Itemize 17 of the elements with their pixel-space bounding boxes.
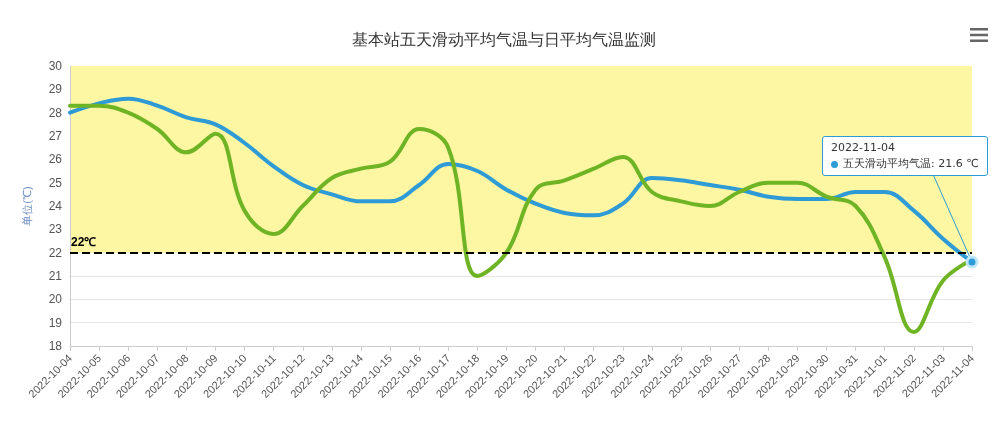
y-tick-label: 19 bbox=[48, 315, 63, 330]
y-tick-label: 21 bbox=[48, 269, 63, 283]
annotation: 2022-11-04 五天滑动平均气温: 21.6 ℃ bbox=[831, 140, 979, 172]
y-tick-label: 22 bbox=[48, 245, 63, 260]
y-tick-label: 27 bbox=[48, 129, 63, 143]
ref-line-label: 22℃ bbox=[71, 234, 97, 249]
y-tick-label: 24 bbox=[48, 199, 63, 213]
y-tick-label: 23 bbox=[48, 222, 63, 237]
y-tick-label: 25 bbox=[48, 175, 63, 190]
y-tick-label: 29 bbox=[48, 82, 63, 97]
y-tick-label: 26 bbox=[48, 152, 63, 167]
y-tick-label: 20 bbox=[48, 292, 63, 307]
y-tick-label: 28 bbox=[48, 105, 63, 120]
y-tick-label: 18 bbox=[48, 339, 63, 353]
y-axis-title: 单位(℃) bbox=[20, 186, 33, 226]
y-tick-label: 30 bbox=[48, 59, 63, 73]
chart-title: 基本站五天滑动平均气温与日平均气温监测 bbox=[352, 29, 656, 49]
